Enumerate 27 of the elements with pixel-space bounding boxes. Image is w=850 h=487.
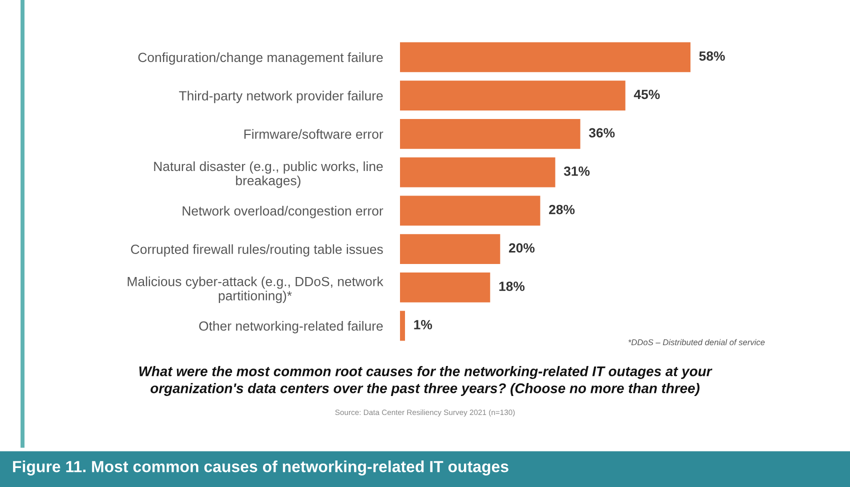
y-tick-label: Natural disaster (e.g., public works, line breakages) <box>154 161 383 188</box>
text: Figure 11. Most common causes of networking-related IT outages <box>13 460 508 476</box>
bar <box>400 42 690 72</box>
annotation: *DDoS – Distributed denial of service <box>628 339 765 346</box>
y-tick-label: Malicious cyber-attack (e.g., DDoS, network partitioning)* <box>128 276 384 304</box>
y-tick-label: Firmware/software error <box>244 129 384 139</box>
data-label: 18% <box>499 282 525 291</box>
y-tick-label: Corrupted firewall rules/routing table issues <box>131 244 383 257</box>
bar <box>400 80 626 111</box>
y-tick-label: Configuration/change management failure <box>138 52 383 65</box>
bar <box>400 118 580 149</box>
bar <box>400 272 490 302</box>
bar <box>400 196 540 226</box>
y-tick-label: Other networking-related failure <box>199 321 383 334</box>
y-tick-label: Network overload/congestion error <box>182 206 384 218</box>
bar <box>400 234 500 264</box>
data-label: 31% <box>564 166 590 176</box>
bar <box>400 157 556 188</box>
y-tick-label: Third-party network provider failure <box>179 90 383 104</box>
data-label: 36% <box>588 128 615 138</box>
data-label: 58% <box>699 51 725 61</box>
data-label: 20% <box>508 243 535 253</box>
text: What were the most common root causes for the networking-related IT outages at your organization's data centers over the past three years? (Choose no more than three) <box>139 366 712 396</box>
data-label: 28% <box>549 204 575 214</box>
bar <box>400 310 406 341</box>
data-label: 45% <box>634 90 660 100</box>
data-label: 1% <box>414 320 432 330</box>
